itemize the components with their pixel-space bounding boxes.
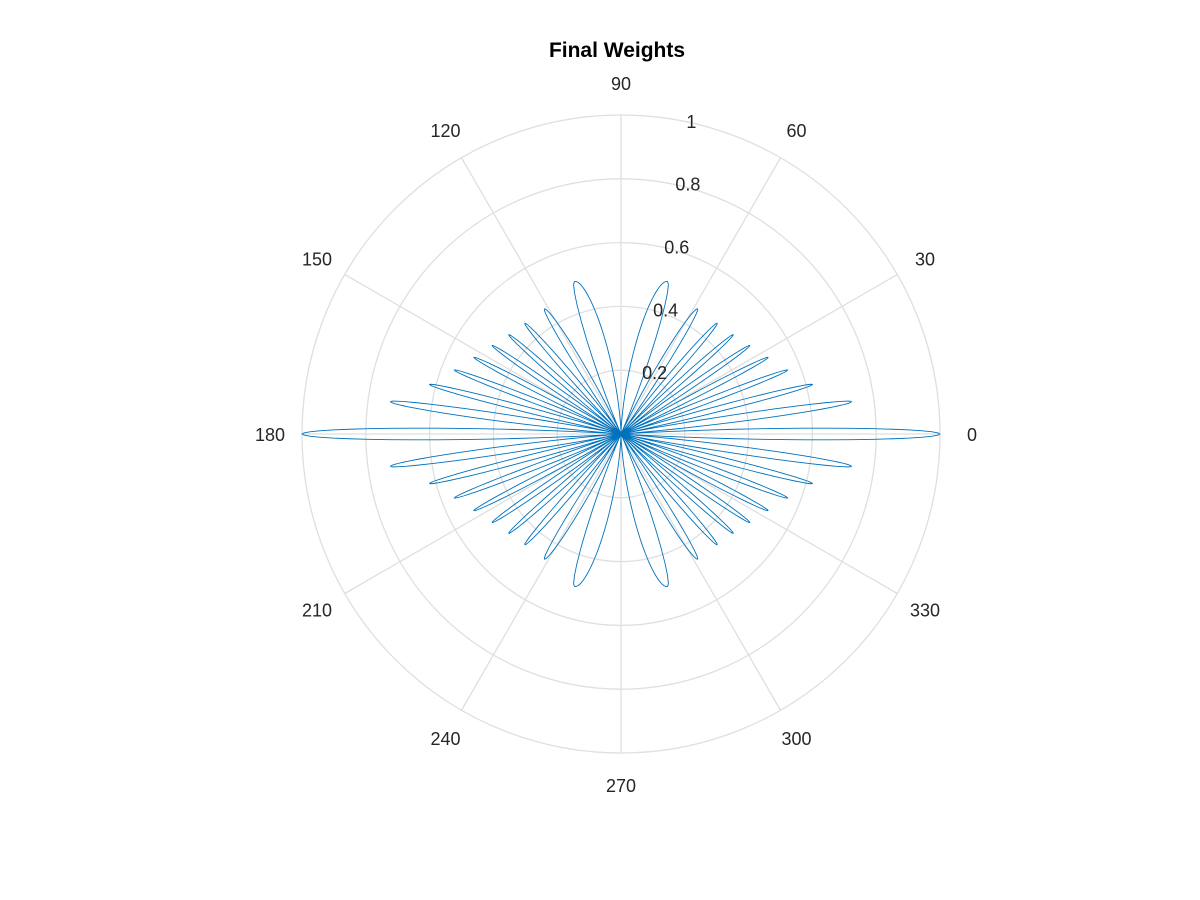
angle-tick-label: 150 <box>302 250 332 270</box>
data-layer <box>301 281 941 587</box>
angle-tick-label: 240 <box>430 729 460 749</box>
spoke-60 <box>620 157 782 435</box>
ring-0.2 <box>556 369 686 499</box>
angle-tick-label: 0 <box>967 425 977 445</box>
angle-tick-label: 180 <box>255 425 285 445</box>
angle-tick-label: 270 <box>606 776 636 796</box>
spoke-300 <box>620 433 782 711</box>
angle-tick-label: 30 <box>915 250 935 270</box>
spoke-240 <box>460 433 622 711</box>
angle-tick-label: 210 <box>302 601 332 621</box>
radial-tick-label: 0.2 <box>642 363 667 383</box>
ring-0.8 <box>365 178 877 690</box>
spoke-120 <box>460 157 622 435</box>
angle-tick-label: 90 <box>611 74 631 94</box>
radial-tick-label: 0.8 <box>675 175 700 195</box>
angle-tick-label: 300 <box>781 729 811 749</box>
angle-tick-label: 60 <box>786 121 806 141</box>
tick-labels: 0 30 60 90 120 150 180 210 240 270 300 330 0.2 0.4 0.6… <box>255 74 977 796</box>
radial-tick-label: 0.4 <box>653 300 678 320</box>
ring-0.4 <box>492 305 750 563</box>
radial-tick-label: 1 <box>686 112 696 132</box>
ring-0.6 <box>428 241 814 627</box>
series-line <box>301 281 941 587</box>
angle-tick-label: 330 <box>910 601 940 621</box>
angle-tick-label: 120 <box>430 121 460 141</box>
chart-title: Final Weights <box>549 39 685 62</box>
radial-tick-label: 0.6 <box>664 238 689 258</box>
